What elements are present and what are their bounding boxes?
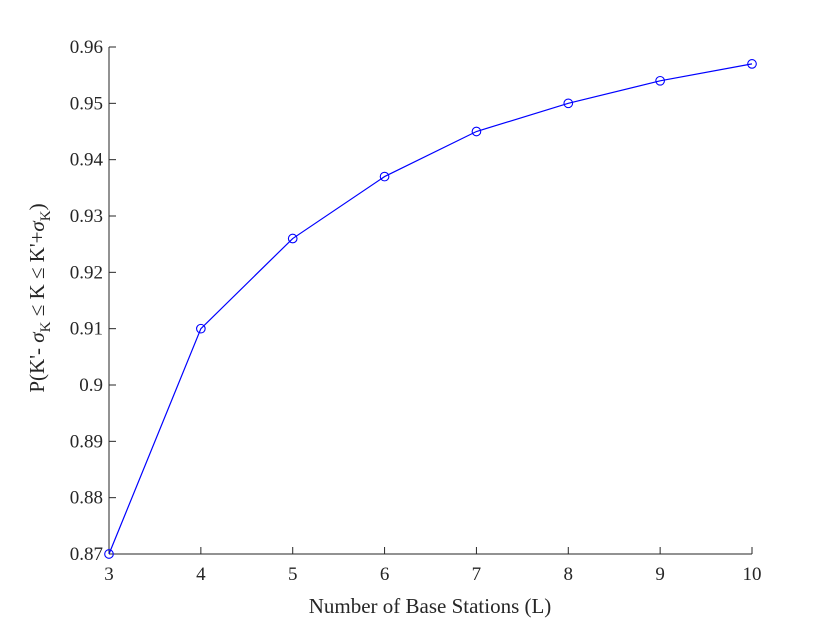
x-tick-label: 4	[196, 564, 206, 585]
data-point-marker	[196, 323, 206, 334]
series-line	[108, 63, 753, 555]
y-tick-label: 0.96	[70, 37, 103, 58]
y-axis-label-text: P(K'- σK ≤ K ≤ K'+σK)	[25, 203, 54, 392]
y-tick-label: 0.92	[70, 262, 103, 283]
data-point-marker	[655, 75, 665, 86]
x-tick-label: 7	[472, 564, 482, 585]
x-tick-label: 10	[743, 564, 762, 585]
y-tick-label: 0.94	[70, 150, 104, 171]
data-point-marker	[379, 171, 390, 182]
x-tick-label: 6	[380, 564, 390, 585]
data-point-marker	[287, 233, 298, 244]
x-tick-label: 3	[104, 564, 114, 585]
y-tick-label: 0.9	[79, 375, 103, 396]
y-tick-label: 0.87	[70, 544, 103, 565]
x-tick-label: 9	[655, 564, 665, 585]
y-tick-label: 0.95	[70, 93, 103, 114]
data-point-marker	[471, 126, 482, 137]
x-tick-label: 8	[564, 564, 574, 585]
y-tick-label: 0.89	[70, 431, 103, 452]
data-point-marker	[104, 549, 114, 559]
data-point-marker	[747, 59, 757, 69]
y-tick-label: 0.91	[70, 319, 103, 340]
x-axis-label: Number of Base Stations (L)	[309, 594, 552, 618]
y-axis-label: P(K'- σK ≤ K ≤ K'+σK)	[25, 203, 54, 392]
data-point-marker	[563, 98, 574, 109]
x-tick-label: 5	[288, 564, 298, 585]
y-tick-label: 0.88	[70, 488, 103, 509]
y-tick-label: 0.93	[70, 206, 103, 227]
